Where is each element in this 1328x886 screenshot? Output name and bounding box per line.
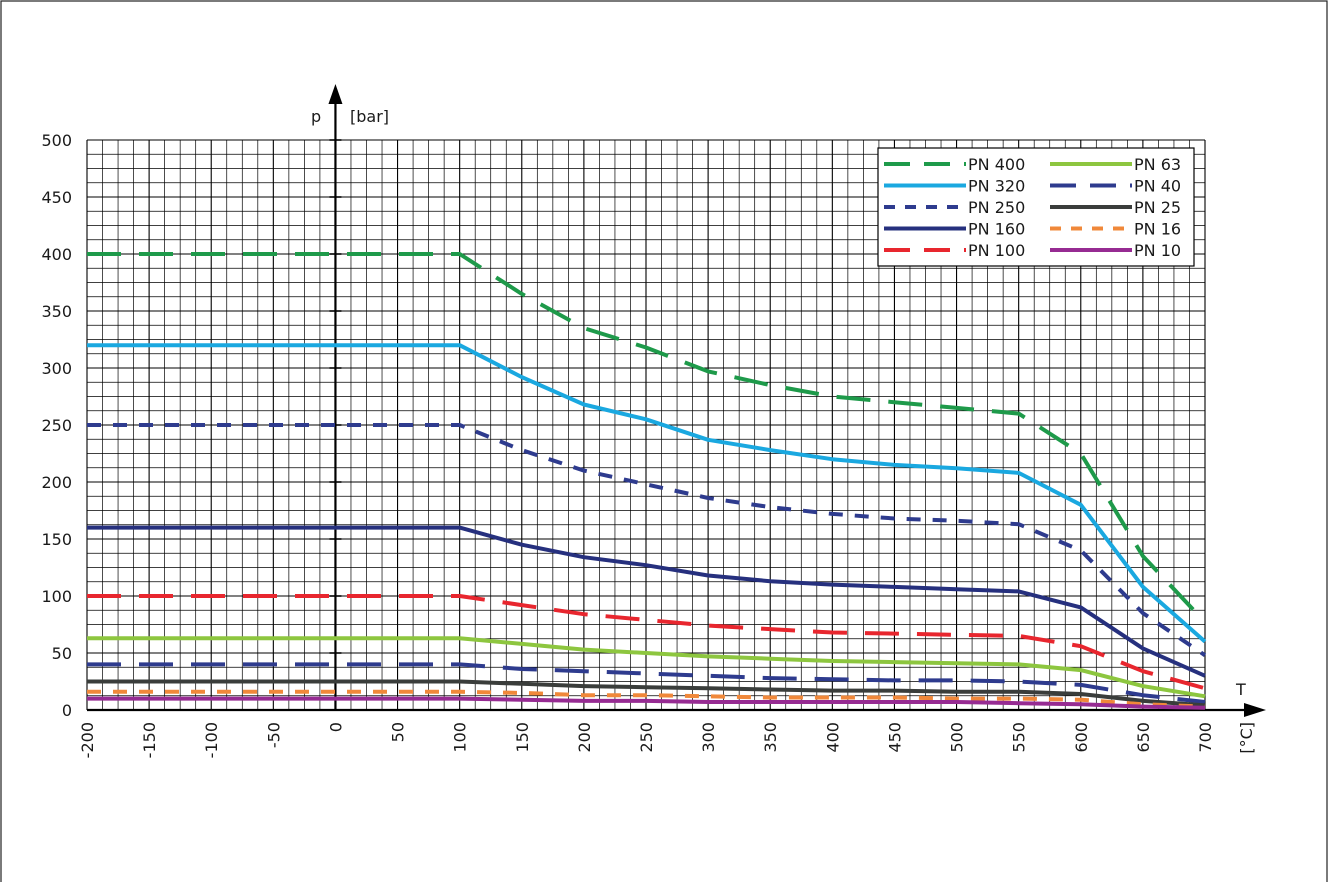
y-tick-label: 250 (41, 416, 72, 435)
legend-label: PN 100 (968, 241, 1025, 260)
y-tick-label: 0 (62, 701, 72, 720)
x-tick-label: 500 (948, 722, 967, 753)
x-axis-arrow (1244, 703, 1266, 717)
series-line-pn-63 (87, 636, 1206, 699)
x-tick-label: 0 (326, 722, 345, 732)
x-tick-label: 300 (699, 722, 718, 753)
x-axis-unit: [°C] (1237, 722, 1256, 754)
y-tick-label: 50 (52, 644, 72, 663)
legend-label: PN 250 (968, 198, 1025, 217)
y-axis-unit: [bar] (350, 107, 389, 126)
x-tick-label: 150 (513, 722, 532, 753)
x-tick-label: 50 (389, 722, 408, 742)
x-tick-label: -150 (140, 722, 159, 758)
series-line-pn-400 (87, 252, 1207, 624)
y-tick-label: 150 (41, 530, 72, 549)
y-tick-label: 200 (41, 473, 72, 492)
x-tick-label: 550 (1010, 722, 1029, 753)
y-axis-arrow (328, 84, 343, 104)
series-lines (87, 252, 1207, 710)
y-tick-label: 450 (41, 188, 72, 207)
x-axis-symbol: T (1235, 680, 1246, 699)
legend-label: PN 160 (968, 220, 1025, 239)
legend-label: PN 40 (1134, 177, 1181, 196)
series-line-pn-160 (87, 525, 1206, 678)
x-tick-label: -200 (78, 722, 97, 758)
series-line-pn-25 (87, 679, 1206, 708)
y-tick-label: 100 (41, 587, 72, 606)
series-line-pn-40 (87, 662, 1206, 704)
x-tick-label: -50 (264, 722, 283, 748)
y-tick-label: 400 (41, 245, 72, 264)
y-tick-label: 300 (41, 359, 72, 378)
y-tick-label: 350 (41, 302, 72, 321)
series-line-pn-320 (87, 343, 1207, 644)
legend-label: PN 25 (1134, 198, 1181, 217)
y-axis-symbol: p (311, 107, 321, 126)
x-tick-label: 350 (761, 722, 780, 753)
legend-label: PN 16 (1134, 220, 1181, 239)
legend-label: PN 320 (968, 177, 1025, 196)
x-tick-label: 450 (885, 722, 904, 753)
legend: PN 400 PN 320 PN 250 PN 160 PN 100 PN 63 PN 40… (877, 147, 1195, 267)
legend-label: PN 63 (1134, 155, 1181, 174)
x-tick-label: 250 (637, 722, 656, 753)
legend-label: PN 400 (968, 155, 1025, 174)
x-tick-label: 200 (575, 722, 594, 753)
series-line-pn-10 (87, 696, 1206, 710)
y-tick-label: 500 (41, 131, 72, 150)
legend-label: PN 10 (1134, 241, 1181, 260)
x-tick-label: 600 (1072, 722, 1091, 753)
x-tick-label: 700 (1196, 722, 1215, 753)
series-line-pn-250 (87, 423, 1207, 657)
x-tick-label: 400 (823, 722, 842, 753)
series-line-pn-16 (87, 689, 1206, 709)
series-line-pn-100 (87, 594, 1206, 691)
x-tick-label: 100 (451, 722, 470, 753)
x-tick-label: -100 (202, 722, 221, 758)
x-tick-label: 650 (1134, 722, 1153, 753)
